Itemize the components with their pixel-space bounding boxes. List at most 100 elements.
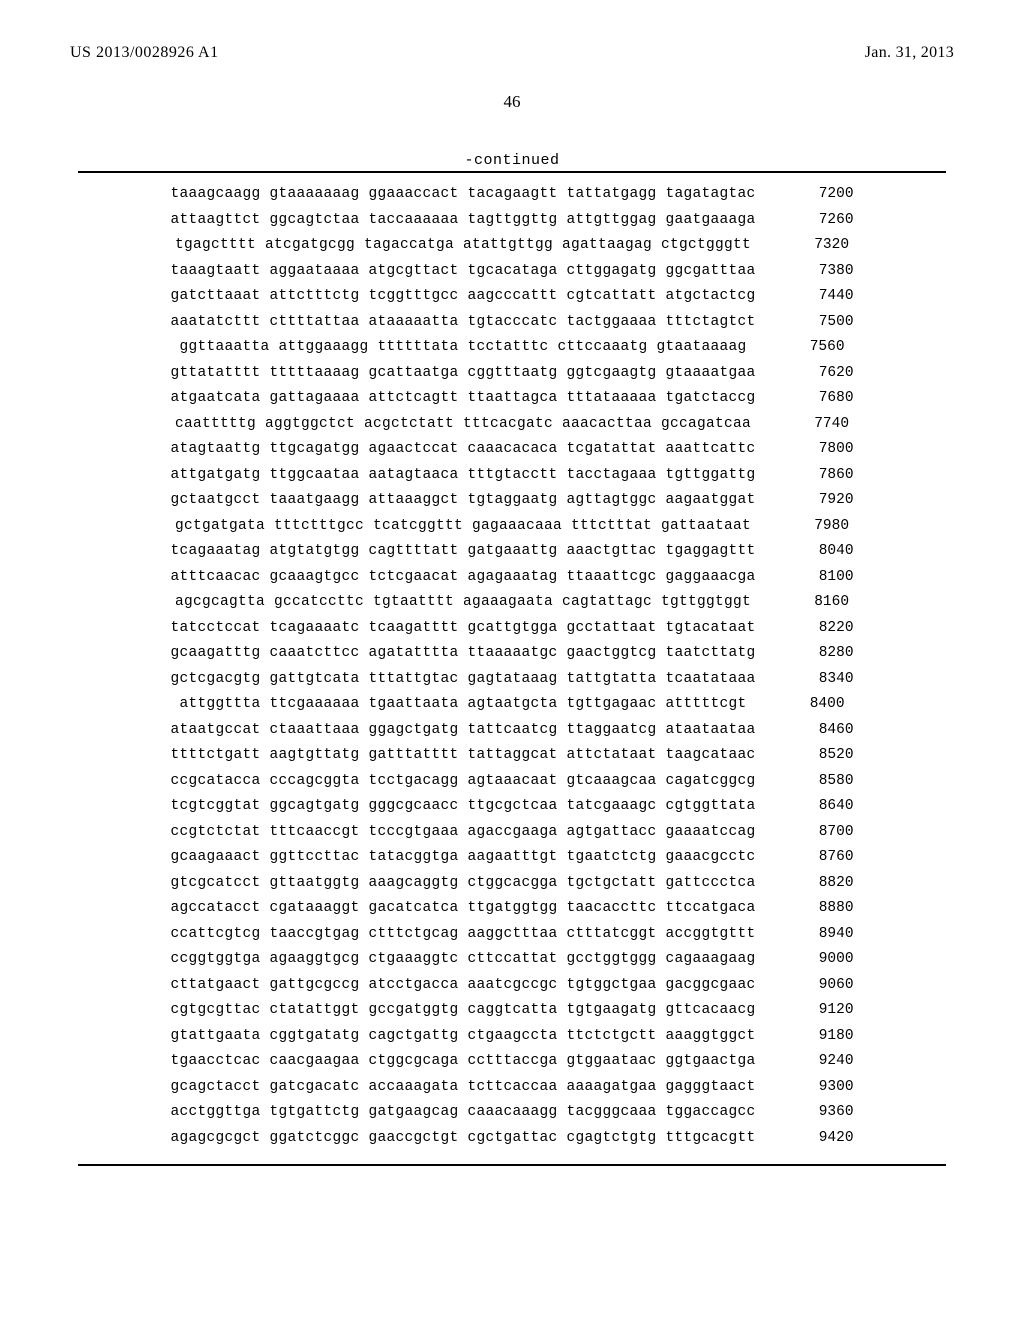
sequence-line: ttttctgatt aagtgttatg gatttatttt tattagg… — [78, 748, 946, 763]
sequence-text: atagtaattg ttgcagatgg agaactccat caaacac… — [170, 442, 755, 457]
sequence-text: ccgcatacca cccagcggta tcctgacagg agtaaac… — [170, 774, 755, 789]
sequence-line: gtcgcatcct gttaatggtg aaagcaggtg ctggcac… — [78, 876, 946, 891]
publication-number: US 2013/0028926 A1 — [70, 44, 219, 62]
sequence-position: 8160 — [779, 595, 849, 610]
sequence-line: agagcgcgct ggatctcggc gaaccgctgt cgctgat… — [78, 1131, 946, 1146]
sequence-line: tatcctccat tcagaaaatc tcaagatttt gcattgt… — [78, 621, 946, 636]
sequence-text: cttatgaact gattgcgccg atcctgacca aaatcgc… — [170, 978, 755, 993]
sequence-text: gtattgaata cggtgatatg cagctgattg ctgaagc… — [170, 1029, 755, 1044]
sequence-text: tgagctttt atcgatgcgg tagaccatga atattgtt… — [175, 238, 751, 253]
sequence-line: atgaatcata gattagaaaa attctcagtt ttaatta… — [78, 391, 946, 406]
sequence-line: cgtgcgttac ctatattggt gccgatggtg caggtca… — [78, 1003, 946, 1018]
continued-label: -continued — [70, 152, 954, 169]
sequence-text: gatcttaaat attctttctg tcggtttgcc aagccca… — [170, 289, 755, 304]
sequence-text: taaagcaagg gtaaaaaaag ggaaaccact tacagaa… — [170, 187, 755, 202]
sequence-position: 7800 — [784, 442, 854, 457]
sequence-line: atttcaacac gcaaagtgcc tctcgaacat agagaaa… — [78, 570, 946, 585]
sequence-text: tatcctccat tcagaaaatc tcaagatttt gcattgt… — [170, 621, 755, 636]
sequence-text: ataatgccat ctaaattaaa ggagctgatg tattcaa… — [170, 723, 755, 738]
sequence-text: gcaagaaact ggttccttac tatacggtga aagaatt… — [170, 850, 755, 865]
sequence-line: gtattgaata cggtgatatg cagctgattg ctgaagc… — [78, 1029, 946, 1044]
sequence-position: 8280 — [784, 646, 854, 661]
sequence-position: 8520 — [784, 748, 854, 763]
sequence-text: taaagtaatt aggaataaaa atgcgttact tgcacat… — [170, 264, 755, 279]
sequence-line: ccgtctctat tttcaaccgt tcccgtgaaa agaccga… — [78, 825, 946, 840]
sequence-line: gcagctacct gatcgacatc accaaagata tcttcac… — [78, 1080, 946, 1095]
sequence-position: 8220 — [784, 621, 854, 636]
sequence-position: 8040 — [784, 544, 854, 559]
sequence-position: 8460 — [784, 723, 854, 738]
sequence-text: cgtgcgttac ctatattggt gccgatggtg caggtca… — [170, 1003, 755, 1018]
sequence-text: agcgcagtta gccatccttc tgtaatttt agaaagaa… — [175, 595, 751, 610]
sequence-text: tcagaaatag atgtatgtgg cagttttatt gatgaaa… — [170, 544, 755, 559]
sequence-position: 9060 — [784, 978, 854, 993]
sequence-line: taaagcaagg gtaaaaaaag ggaaaccact tacagaa… — [78, 187, 946, 202]
sequence-position: 9240 — [784, 1054, 854, 1069]
sequence-position: 9420 — [784, 1131, 854, 1146]
sequence-line: attggttta ttcgaaaaaa tgaattaata agtaatgc… — [78, 697, 946, 712]
sequence-text: aaatatcttt cttttattaa ataaaaatta tgtaccc… — [170, 315, 755, 330]
sequence-text: ggttaaatta attggaaagg ttttttata tcctattt… — [179, 340, 746, 355]
sequence-text: attggttta ttcgaaaaaa tgaattaata agtaatgc… — [179, 697, 746, 712]
sequence-position: 7500 — [784, 315, 854, 330]
sequence-listing: taaagcaagg gtaaaaaaag ggaaaccact tacagaa… — [78, 171, 946, 1166]
sequence-position: 9360 — [784, 1105, 854, 1120]
sequence-position: 7740 — [779, 417, 849, 432]
patent-page: US 2013/0028926 A1 Jan. 31, 2013 46 -con… — [0, 0, 1024, 1320]
sequence-position: 7620 — [784, 366, 854, 381]
sequence-position: 7200 — [784, 187, 854, 202]
sequence-line: gttatatttt tttttaaaag gcattaatga cggttta… — [78, 366, 946, 381]
sequence-position: 9180 — [784, 1029, 854, 1044]
sequence-line: gctcgacgtg gattgtcata tttattgtac gagtata… — [78, 672, 946, 687]
header-row: US 2013/0028926 A1 Jan. 31, 2013 — [70, 44, 954, 62]
publication-date: Jan. 31, 2013 — [865, 44, 954, 62]
sequence-line: tgaacctcac caacgaagaa ctggcgcaga cctttac… — [78, 1054, 946, 1069]
sequence-text: acctggttga tgtgattctg gatgaagcag caaacaa… — [170, 1105, 755, 1120]
sequence-position: 7440 — [784, 289, 854, 304]
sequence-position: 8940 — [784, 927, 854, 942]
sequence-position: 8340 — [784, 672, 854, 687]
sequence-line: caatttttg aggtggctct acgctctatt tttcacga… — [78, 417, 946, 432]
sequence-line: tcagaaatag atgtatgtgg cagttttatt gatgaaa… — [78, 544, 946, 559]
sequence-text: gctgatgata tttctttgcc tcatcggttt gagaaac… — [175, 519, 751, 534]
sequence-line: ggttaaatta attggaaagg ttttttata tcctattt… — [78, 340, 946, 355]
sequence-line: tcgtcggtat ggcagtgatg gggcgcaacc ttgcgct… — [78, 799, 946, 814]
sequence-position: 8820 — [784, 876, 854, 891]
sequence-position: 7680 — [784, 391, 854, 406]
sequence-line: taaagtaatt aggaataaaa atgcgttact tgcacat… — [78, 264, 946, 279]
sequence-position: 8580 — [784, 774, 854, 789]
sequence-line: attaagttct ggcagtctaa taccaaaaaa tagttgg… — [78, 213, 946, 228]
sequence-position: 9300 — [784, 1080, 854, 1095]
sequence-line: aaatatcttt cttttattaa ataaaaatta tgtaccc… — [78, 315, 946, 330]
sequence-position: 7380 — [784, 264, 854, 279]
sequence-line: gctaatgcct taaatgaagg attaaaggct tgtagga… — [78, 493, 946, 508]
sequence-line: acctggttga tgtgattctg gatgaagcag caaacaa… — [78, 1105, 946, 1120]
sequence-position: 8700 — [784, 825, 854, 840]
page-number: 46 — [70, 92, 954, 112]
sequence-text: ccggtggtga agaaggtgcg ctgaaaggtc cttccat… — [170, 952, 755, 967]
sequence-text: agccatacct cgataaaggt gacatcatca ttgatgg… — [170, 901, 755, 916]
sequence-position: 7860 — [784, 468, 854, 483]
sequence-text: gctaatgcct taaatgaagg attaaaggct tgtagga… — [170, 493, 755, 508]
sequence-position: 9120 — [784, 1003, 854, 1018]
sequence-text: gctcgacgtg gattgtcata tttattgtac gagtata… — [170, 672, 755, 687]
sequence-line: atagtaattg ttgcagatgg agaactccat caaacac… — [78, 442, 946, 457]
sequence-text: tgaacctcac caacgaagaa ctggcgcaga cctttac… — [170, 1054, 755, 1069]
sequence-line: ccgcatacca cccagcggta tcctgacagg agtaaac… — [78, 774, 946, 789]
sequence-text: attaagttct ggcagtctaa taccaaaaaa tagttgg… — [170, 213, 755, 228]
sequence-text: atttcaacac gcaaagtgcc tctcgaacat agagaaa… — [170, 570, 755, 585]
sequence-position: 8100 — [784, 570, 854, 585]
sequence-line: ccattcgtcg taaccgtgag ctttctgcag aaggctt… — [78, 927, 946, 942]
sequence-text: ttttctgatt aagtgttatg gatttatttt tattagg… — [170, 748, 755, 763]
sequence-line: ataatgccat ctaaattaaa ggagctgatg tattcaa… — [78, 723, 946, 738]
sequence-position: 7260 — [784, 213, 854, 228]
sequence-line: agcgcagtta gccatccttc tgtaatttt agaaagaa… — [78, 595, 946, 610]
sequence-line: agccatacct cgataaaggt gacatcatca ttgatgg… — [78, 901, 946, 916]
sequence-line: tgagctttt atcgatgcgg tagaccatga atattgtt… — [78, 238, 946, 253]
sequence-position: 7560 — [775, 340, 845, 355]
sequence-line: gcaagatttg caaatcttcc agatatttta ttaaaaa… — [78, 646, 946, 661]
sequence-text: agagcgcgct ggatctcggc gaaccgctgt cgctgat… — [170, 1131, 755, 1146]
sequence-position: 7980 — [779, 519, 849, 534]
sequence-position: 8760 — [784, 850, 854, 865]
sequence-text: gttatatttt tttttaaaag gcattaatga cggttta… — [170, 366, 755, 381]
